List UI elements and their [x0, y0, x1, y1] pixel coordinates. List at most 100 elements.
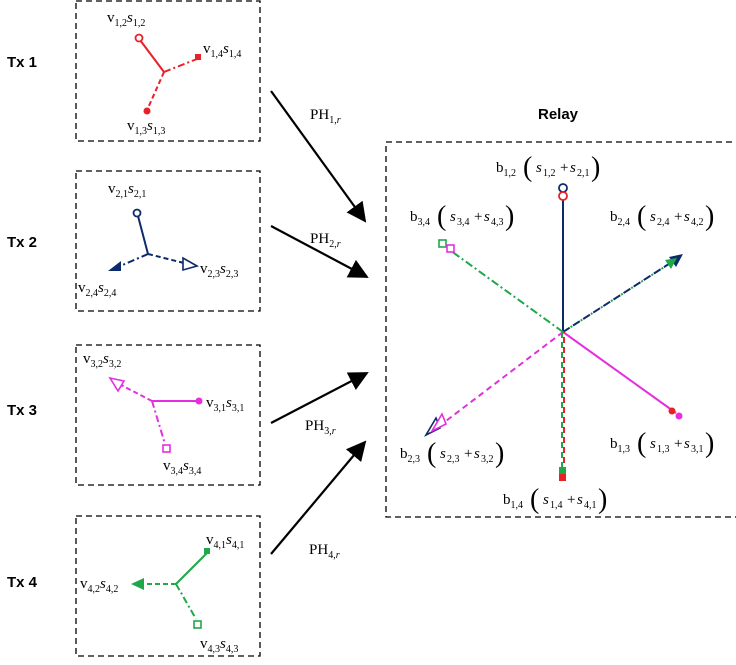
open-circle-icon	[558, 183, 568, 193]
svg-text:(: (	[637, 428, 646, 459]
svg-text:s: s	[474, 446, 480, 462]
svg-text:s: s	[650, 436, 656, 452]
filled-arrow-icon	[665, 258, 677, 269]
tx3-box	[75, 344, 261, 486]
svg-text:): )	[705, 201, 714, 232]
svg-text:3,4: 3,4	[457, 217, 470, 228]
relay-label-b14: b1,4 ( s 1,4 + s 4,1 )	[503, 484, 607, 515]
channel-arrow-2	[270, 225, 369, 278]
tx2-vector-label-1: v2,1s2,1	[108, 181, 146, 200]
filled-circle-icon	[675, 412, 683, 420]
filled-square-icon	[204, 548, 210, 554]
channel-label-3: PH3,r	[305, 418, 336, 437]
svg-text:3,1: 3,1	[691, 444, 704, 455]
svg-text:b1,3: b1,3	[610, 436, 630, 455]
svg-text:1,4: 1,4	[550, 500, 563, 511]
tx4-vector-label-2: v4,2s4,2	[80, 576, 118, 595]
open-circle-icon	[132, 208, 142, 218]
tx2-constellation	[108, 208, 200, 272]
svg-text:(: (	[427, 438, 436, 469]
svg-text:4,3: 4,3	[491, 217, 504, 228]
svg-text:4,2: 4,2	[691, 217, 704, 228]
svg-text:+: +	[474, 209, 482, 225]
tx1-box	[75, 0, 261, 142]
svg-text:s: s	[577, 492, 583, 508]
tx4-label: Tx 4	[7, 574, 38, 591]
svg-text:+: +	[464, 446, 472, 462]
filled-arrow-icon	[669, 254, 683, 267]
tx1-constellation	[134, 33, 201, 115]
svg-text:(: (	[437, 201, 446, 232]
tx3-constellation	[108, 376, 203, 453]
svg-text:): )	[591, 152, 600, 183]
open-square-icon	[446, 244, 455, 253]
filled-circle-icon	[143, 107, 151, 115]
channel-label-4: PH4,r	[309, 542, 340, 561]
svg-text:b2,3: b2,3	[400, 446, 420, 465]
relay-label-b23: b2,3 ( s 2,3 + s 3,2 )	[400, 438, 504, 469]
relay-constellation	[423, 183, 683, 481]
tx3-vector-label-2: v3,1s3,1	[206, 395, 244, 414]
open-arrow-icon	[182, 256, 200, 272]
svg-text:b1,4: b1,4	[503, 492, 523, 511]
tx2-vector-label-2: v2,4s2,4	[78, 280, 116, 299]
tx3-vector-label-1: v3,2s3,2	[83, 351, 121, 370]
svg-text:2,1: 2,1	[577, 168, 590, 179]
tx3-label: Tx 3	[7, 402, 37, 419]
svg-text:s: s	[570, 160, 576, 176]
filled-square-icon	[195, 54, 201, 60]
tx1-vector-label-1: v1,2s1,2	[107, 10, 145, 29]
filled-circle-icon	[195, 397, 203, 405]
tx1-vector-label-3: v1,3s1,3	[127, 118, 165, 137]
svg-text:2,4: 2,4	[657, 217, 670, 228]
channel-arrow-3	[270, 372, 369, 424]
open-square-icon	[193, 620, 202, 629]
tx3-vector-label-3: v3,4s3,4	[163, 458, 201, 477]
open-circle-icon	[134, 33, 144, 43]
svg-text:b3,4: b3,4	[410, 209, 430, 228]
svg-text:s: s	[684, 436, 690, 452]
relay-title: Relay	[538, 106, 579, 123]
svg-text:3,2: 3,2	[481, 454, 494, 465]
svg-text:s: s	[650, 209, 656, 225]
svg-text:4,1: 4,1	[584, 500, 597, 511]
tx2-label: Tx 2	[7, 234, 37, 251]
svg-text:+: +	[674, 209, 682, 225]
tx2-vector-label-3: v2,3s2,3	[200, 261, 238, 280]
channel-arrow-4	[270, 440, 367, 555]
filled-circle-icon	[668, 407, 676, 415]
svg-text:1,2: 1,2	[543, 168, 556, 179]
channel-label-2: PH2,r	[310, 231, 341, 250]
tx1-vector-label-2: v1,4s1,4	[203, 41, 241, 60]
svg-text:): )	[505, 201, 514, 232]
tx1-label: Tx 1	[7, 54, 37, 71]
svg-text:b1,2: b1,2	[496, 160, 516, 179]
tx4-vector-label-3: v4,3s4,3	[200, 636, 238, 655]
svg-text:b2,4: b2,4	[610, 209, 630, 228]
svg-text:1,3: 1,3	[657, 444, 670, 455]
svg-text:(: (	[523, 152, 532, 183]
relay-box	[385, 141, 736, 518]
svg-text:): )	[598, 484, 607, 515]
relay-label-b34: b3,4 ( s 3,4 + s 4,3 )	[410, 201, 514, 232]
svg-text:s: s	[450, 209, 456, 225]
channel-label-1: PH1,r	[310, 107, 341, 126]
svg-text:): )	[495, 438, 504, 469]
tx4-vector-label-1: v4,1s4,1	[206, 532, 244, 551]
svg-text:s: s	[484, 209, 490, 225]
tx2-box	[75, 170, 261, 312]
svg-text:2,3: 2,3	[447, 454, 460, 465]
filled-arrow-icon	[131, 578, 144, 590]
open-arrow-icon	[108, 376, 126, 393]
svg-text:(: (	[637, 201, 646, 232]
channel-arrow-1	[270, 90, 367, 223]
relay-label-b13: b1,3 ( s 1,3 + s 3,1 )	[610, 428, 714, 459]
svg-text:(: (	[530, 484, 539, 515]
filled-square-icon	[559, 467, 566, 474]
svg-text:s: s	[684, 209, 690, 225]
svg-text:+: +	[674, 436, 682, 452]
svg-text:+: +	[560, 160, 568, 176]
svg-text:): )	[705, 428, 714, 459]
relay-label-b24: b2,4 ( s 2,4 + s 4,2 )	[610, 201, 714, 232]
